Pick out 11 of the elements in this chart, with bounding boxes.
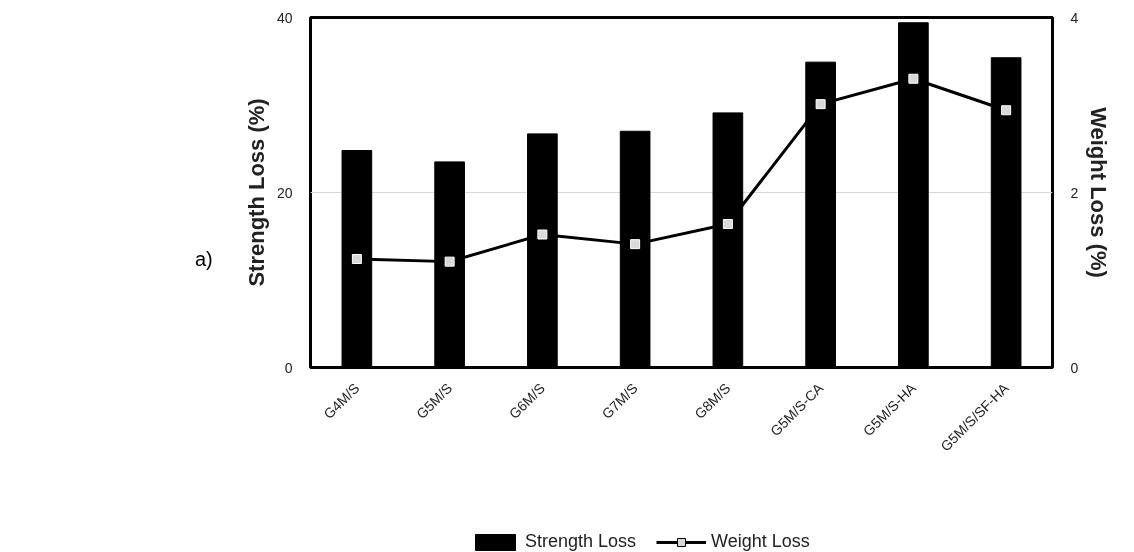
y-tick-label: 0 xyxy=(284,359,293,376)
legend-label: Strength Loss xyxy=(525,531,637,552)
y2-tick-label: 2 xyxy=(1070,184,1079,201)
text: a) xyxy=(195,247,213,272)
legend-label: Weight Loss xyxy=(711,531,810,552)
y2-tick-label: 4 xyxy=(1070,9,1079,26)
y2-axis-title: Weight Loss (%) xyxy=(1086,107,1112,278)
y2-tick-label: 0 xyxy=(1070,359,1079,376)
y-tick-label: 20 xyxy=(276,184,293,201)
y-tick-label: 40 xyxy=(276,9,293,26)
y-axis-title: Strength Loss (%) xyxy=(243,98,269,287)
